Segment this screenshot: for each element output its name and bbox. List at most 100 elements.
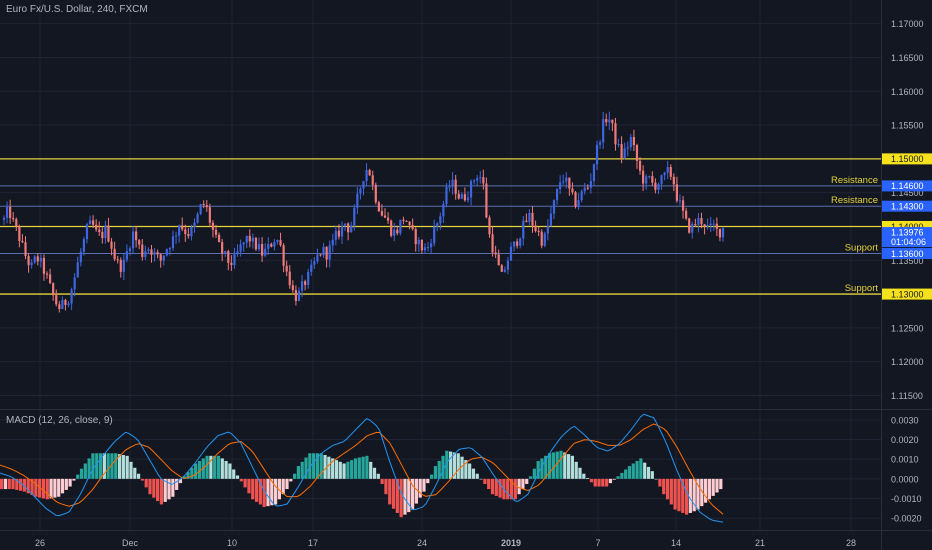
macd-histogram-bar bbox=[228, 463, 232, 479]
candle-down bbox=[491, 234, 494, 253]
candle-down bbox=[537, 230, 540, 232]
time-tick-label: 26 bbox=[35, 538, 45, 548]
candle-up bbox=[264, 248, 267, 256]
candle-up bbox=[88, 220, 92, 225]
macd-histogram-bar bbox=[487, 478, 491, 490]
macd-histogram-bar bbox=[551, 452, 555, 479]
macd-histogram-bar bbox=[262, 478, 266, 507]
candle-up bbox=[399, 219, 402, 234]
candle-up bbox=[429, 243, 433, 248]
macd-histogram-bar bbox=[243, 478, 247, 488]
macd-histogram-bar bbox=[559, 450, 563, 479]
candle-up bbox=[251, 237, 254, 242]
candle-up bbox=[196, 214, 199, 223]
macd-histogram-bar bbox=[460, 456, 464, 479]
macd-histogram-bar bbox=[235, 475, 240, 479]
macd-histogram-bar bbox=[277, 478, 281, 500]
level-annotation: Support bbox=[845, 283, 879, 294]
price-label-box bbox=[882, 220, 932, 232]
macd-histogram-bar bbox=[372, 467, 377, 479]
symbol-title[interactable]: Euro Fx/U.S. Dollar, 240, FXCM bbox=[6, 4, 148, 15]
macd-histogram-bar bbox=[209, 455, 213, 479]
candle-down bbox=[488, 217, 491, 235]
candle-down bbox=[715, 223, 718, 229]
macd-title[interactable]: MACD (12, 26, close, 9) bbox=[6, 415, 113, 426]
macd-histogram-bar bbox=[194, 463, 198, 479]
candle-up bbox=[224, 251, 227, 254]
candle-up bbox=[451, 179, 454, 187]
macd-histogram-bar bbox=[323, 454, 327, 479]
candle-down bbox=[42, 257, 46, 274]
candle-down bbox=[485, 183, 488, 218]
candle-up bbox=[5, 206, 9, 218]
macd-histogram-bar bbox=[719, 478, 723, 490]
candle-down bbox=[113, 248, 116, 260]
macd-histogram-bar bbox=[536, 460, 540, 479]
time-tick-label: 21 bbox=[755, 538, 765, 548]
candle-down bbox=[414, 229, 417, 245]
candle-up bbox=[543, 233, 546, 246]
macd-histogram-bar bbox=[232, 469, 236, 479]
candle-up bbox=[546, 225, 549, 234]
current-price-label: 1.13976 bbox=[891, 228, 924, 238]
macd-histogram-bar bbox=[692, 478, 696, 512]
candle-up bbox=[519, 238, 522, 246]
candle-down bbox=[325, 246, 328, 260]
candle-down bbox=[534, 225, 537, 231]
macd-histogram-bar bbox=[597, 478, 601, 487]
horizontal-levels[interactable] bbox=[0, 158, 881, 295]
macd-histogram-bar bbox=[357, 457, 361, 479]
candle-up bbox=[128, 248, 132, 252]
macd-histogram-bar bbox=[707, 478, 711, 500]
candle-down bbox=[390, 220, 393, 236]
price-tick-label: 1.16500 bbox=[891, 53, 924, 63]
candle-down bbox=[64, 299, 67, 305]
macd-histogram-bar bbox=[646, 466, 651, 479]
macd-histogram-bar bbox=[270, 478, 274, 506]
macd-histogram-bar bbox=[388, 478, 392, 505]
macd-histogram-bar bbox=[133, 467, 137, 479]
candle-up bbox=[193, 222, 196, 228]
macd-histogram-bar bbox=[410, 478, 415, 510]
macd-histogram-bar bbox=[87, 458, 91, 479]
macd-histogram-bar bbox=[178, 478, 183, 484]
macd-histogram-bar bbox=[327, 456, 331, 479]
candle-up bbox=[589, 180, 592, 188]
price-label-box bbox=[882, 200, 932, 212]
candle-up bbox=[242, 242, 245, 245]
candle-up bbox=[162, 255, 165, 261]
candle-down bbox=[463, 194, 466, 201]
candle-down bbox=[27, 256, 30, 266]
macd-histogram-bar bbox=[38, 478, 42, 498]
macd-histogram-bar bbox=[570, 455, 574, 479]
candle-up bbox=[199, 204, 202, 215]
candle-down bbox=[18, 226, 21, 241]
macd-histogram-bar bbox=[509, 478, 514, 500]
macd-histogram-bar bbox=[365, 455, 369, 479]
macd-histogram-bar bbox=[429, 474, 434, 479]
macd-axis[interactable]: 0.0030 0.0020 0.0010 0.0000 -0.0010 -0.0020 bbox=[891, 415, 922, 523]
candle-up bbox=[691, 224, 694, 233]
candle-up bbox=[433, 226, 436, 244]
candle-down bbox=[288, 271, 291, 286]
macd-histogram-bar bbox=[342, 463, 346, 479]
macd-histogram-bar bbox=[452, 452, 457, 479]
candle-up bbox=[645, 176, 648, 184]
candle-up bbox=[178, 225, 181, 236]
level-annotation: Resistance bbox=[831, 175, 878, 186]
macd-histogram-bar bbox=[688, 478, 692, 513]
macd-histogram-bar bbox=[258, 478, 262, 505]
candle-down bbox=[230, 262, 233, 266]
candle-up bbox=[334, 230, 337, 240]
macd-histogram-bar bbox=[658, 478, 662, 487]
macd-lines bbox=[0, 413, 724, 523]
macd-histogram-bar bbox=[190, 467, 194, 479]
time-axis[interactable]: 26 Dec 10 17 24 2019 7 14 21 28 bbox=[35, 538, 856, 548]
candle-down bbox=[368, 170, 371, 176]
price-label-text: 1.14300 bbox=[891, 201, 924, 211]
macd-histogram-bar bbox=[441, 455, 445, 479]
candle-down bbox=[202, 204, 205, 206]
macd-histogram-bar bbox=[121, 454, 125, 479]
macd-histogram-bar bbox=[700, 478, 704, 507]
